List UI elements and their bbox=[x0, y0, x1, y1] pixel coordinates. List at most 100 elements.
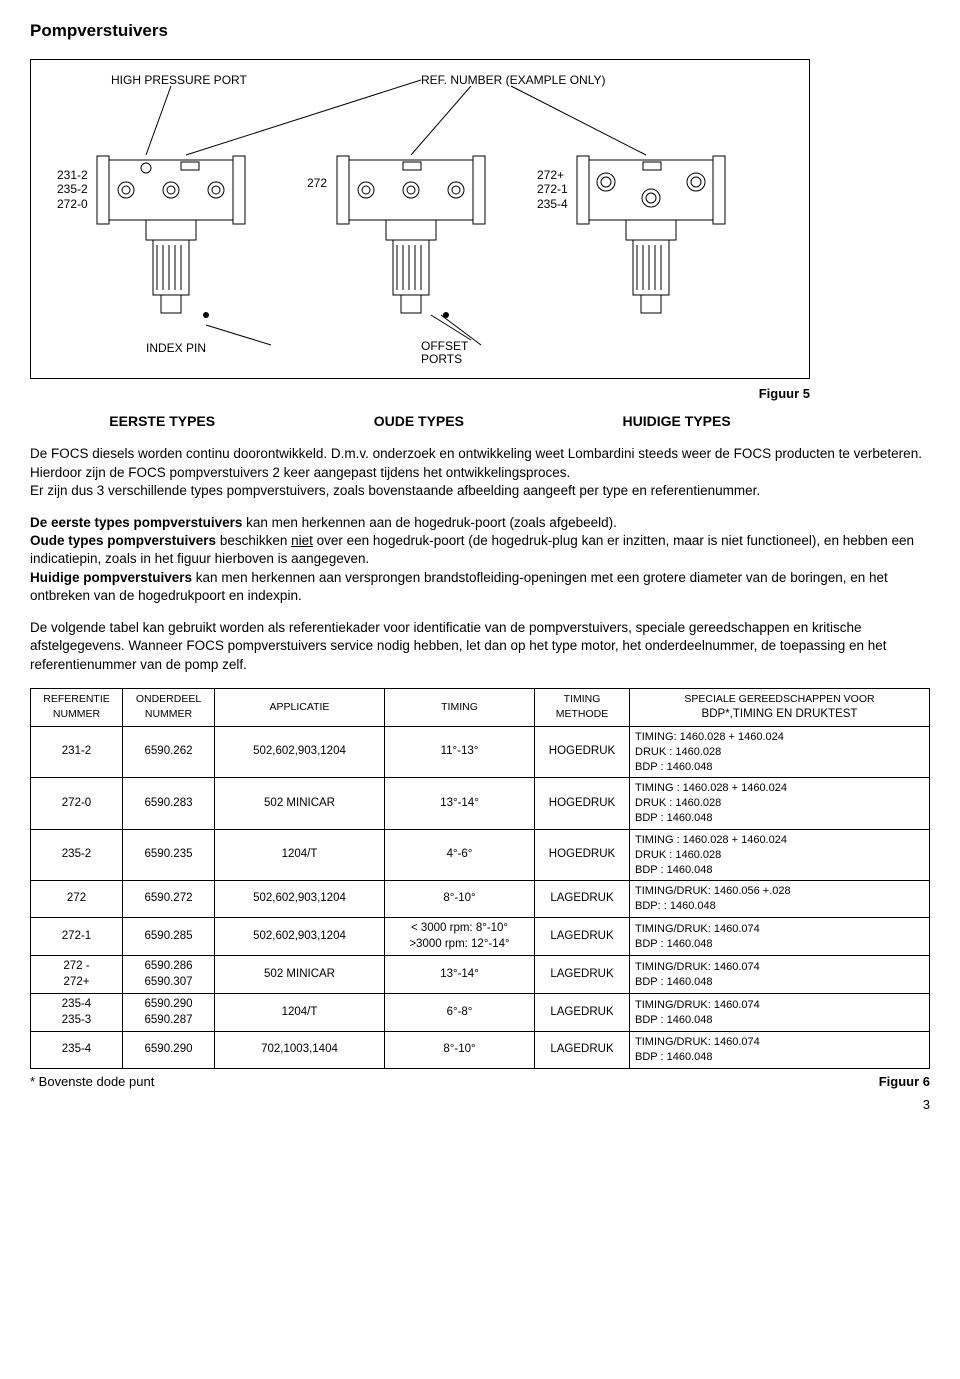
table-cell: HOGEDRUK bbox=[535, 829, 630, 881]
table-cell: 13°-14° bbox=[385, 956, 535, 994]
para2b-prefix: Oude types pompverstuivers bbox=[30, 533, 216, 548]
th-timing: TIMING bbox=[385, 688, 535, 726]
table-cell: 8°-10° bbox=[385, 1032, 535, 1069]
table-cell: 235-4 235-3 bbox=[31, 994, 123, 1032]
unit3-label-1: 272-1 bbox=[537, 182, 568, 196]
unit2-label-0: 272 bbox=[307, 176, 327, 190]
table-cell: 6590.262 bbox=[123, 726, 215, 778]
para-1: De FOCS diesels worden continu doorontwi… bbox=[30, 445, 930, 500]
diagram-figure: HIGH PRESSURE PORT REF. NUMBER (EXAMPLE … bbox=[30, 59, 810, 379]
page-number: 3 bbox=[30, 1096, 930, 1114]
para-3: De volgende tabel kan gebruikt worden al… bbox=[30, 619, 930, 674]
table-row: 272-16590.285502,602,903,1204< 3000 rpm:… bbox=[31, 918, 930, 956]
table-cell: 702,1003,1404 bbox=[215, 1032, 385, 1069]
para2c-prefix: Huidige pompverstuivers bbox=[30, 570, 192, 585]
para2b-niet: niet bbox=[291, 533, 313, 548]
table-row: 272 - 272+6590.286 6590.307502 MINICAR13… bbox=[31, 956, 930, 994]
table-row: 235-4 235-36590.290 6590.2871204/T6°-8°L… bbox=[31, 994, 930, 1032]
table-cell-tools: TIMING/DRUK: 1460.074BDP : 1460.048 bbox=[630, 956, 930, 994]
table-cell: 8°-10° bbox=[385, 881, 535, 918]
table-header-row: REFERENTIE NUMMER ONDERDEEL NUMMER APPLI… bbox=[31, 688, 930, 726]
table-cell: 235-2 bbox=[31, 829, 123, 881]
types-col2: OUDE TYPES bbox=[374, 412, 464, 431]
table-cell-tools: TIMING: 1460.028 + 1460.024DRUK : 1460.0… bbox=[630, 726, 930, 778]
table-cell: LAGEDRUK bbox=[535, 994, 630, 1032]
injector-unit-1 bbox=[91, 150, 251, 320]
th-app: APPLICATIE bbox=[215, 688, 385, 726]
table-cell: 502,602,903,1204 bbox=[215, 881, 385, 918]
table-cell: 6590.272 bbox=[123, 881, 215, 918]
table-cell: 6590.290 6590.287 bbox=[123, 994, 215, 1032]
types-col3: HUIDIGE TYPES bbox=[623, 412, 731, 431]
table-cell: 235-4 bbox=[31, 1032, 123, 1069]
table-cell: 502 MINICAR bbox=[215, 778, 385, 830]
table-cell: < 3000 rpm: 8°-10° >3000 rpm: 12°-14° bbox=[385, 918, 535, 956]
unit1-labels: 231-2 235-2 272-0 bbox=[57, 168, 88, 211]
table-cell-tools: TIMING/DRUK: 1460.074BDP : 1460.048 bbox=[630, 918, 930, 956]
para2-prefix: De eerste types pompverstuivers bbox=[30, 515, 242, 530]
table-cell: HOGEDRUK bbox=[535, 726, 630, 778]
unit3-labels: 272+ 272-1 235-4 bbox=[537, 168, 568, 211]
callout-offset-ports: OFFSET PORTS bbox=[421, 340, 481, 366]
table-footnotes: * Bovenste dode punt Figuur 6 bbox=[30, 1073, 930, 1091]
table-cell-tools: TIMING/DRUK: 1460.074BDP : 1460.048 bbox=[630, 1032, 930, 1069]
table-cell: 4°-6° bbox=[385, 829, 535, 881]
reference-table: REFERENTIE NUMMER ONDERDEEL NUMMER APPLI… bbox=[30, 688, 930, 1069]
unit1-label-1: 235-2 bbox=[57, 182, 88, 196]
table-cell: 6590.285 bbox=[123, 918, 215, 956]
table-cell: 1204/T bbox=[215, 829, 385, 881]
para1-b: Er zijn dus 3 verschillende types pompve… bbox=[30, 483, 760, 498]
th-tools-l1: SPECIALE GEREEDSCHAPPEN VOOR bbox=[684, 693, 874, 705]
th-tools-l2: BDP*,TIMING EN DRUKTEST bbox=[702, 708, 858, 720]
unit3-label-2: 235-4 bbox=[537, 197, 568, 211]
table-row: 235-26590.2351204/T4°-6°HOGEDRUKTIMING :… bbox=[31, 829, 930, 881]
table-cell: 502 MINICAR bbox=[215, 956, 385, 994]
table-cell: HOGEDRUK bbox=[535, 778, 630, 830]
table-cell: 6590.290 bbox=[123, 1032, 215, 1069]
table-row: 2726590.272502,602,903,12048°-10°LAGEDRU… bbox=[31, 881, 930, 918]
types-col1: EERSTE TYPES bbox=[109, 412, 215, 431]
table-row: 272-06590.283502 MINICAR13°-14°HOGEDRUKT… bbox=[31, 778, 930, 830]
table-cell-tools: TIMING : 1460.028 + 1460.024DRUK : 1460.… bbox=[630, 778, 930, 830]
para2-rest: kan men herkennen aan de hogedruk-poort … bbox=[242, 515, 617, 530]
th-ref: REFERENTIE NUMMER bbox=[31, 688, 123, 726]
table-row: 231-26590.262502,602,903,120411°-13°HOGE… bbox=[31, 726, 930, 778]
table-cell: 11°-13° bbox=[385, 726, 535, 778]
figure5-caption: Figuur 5 bbox=[30, 385, 810, 403]
para-2: De eerste types pompverstuivers kan men … bbox=[30, 514, 930, 605]
table-body: 231-26590.262502,602,903,120411°-13°HOGE… bbox=[31, 726, 930, 1068]
th-method: TIMING METHODE bbox=[535, 688, 630, 726]
types-header-row: EERSTE TYPES OUDE TYPES HUIDIGE TYPES bbox=[30, 412, 810, 431]
unit1-label-0: 231-2 bbox=[57, 168, 88, 182]
table-row: 235-46590.290702,1003,14048°-10°LAGEDRUK… bbox=[31, 1032, 930, 1069]
table-cell: 502,602,903,1204 bbox=[215, 726, 385, 778]
th-part: ONDERDEEL NUMMER bbox=[123, 688, 215, 726]
table-cell-tools: TIMING/DRUK: 1460.056 +.028BDP: : 1460.0… bbox=[630, 881, 930, 918]
table-cell: 272-0 bbox=[31, 778, 123, 830]
table-cell: LAGEDRUK bbox=[535, 881, 630, 918]
page-title: Pompverstuivers bbox=[30, 20, 930, 43]
injector-unit-3 bbox=[571, 150, 731, 320]
para2b-mid: beschikken bbox=[216, 533, 291, 548]
footnote-bdp: * Bovenste dode punt bbox=[30, 1073, 154, 1091]
injector-unit-2 bbox=[331, 150, 491, 320]
table-cell: 6590.286 6590.307 bbox=[123, 956, 215, 994]
table-cell: 272 - 272+ bbox=[31, 956, 123, 994]
table-cell: 272 bbox=[31, 881, 123, 918]
para1-a: De FOCS diesels worden continu doorontwi… bbox=[30, 446, 922, 479]
table-cell: 231-2 bbox=[31, 726, 123, 778]
table-cell: 6°-8° bbox=[385, 994, 535, 1032]
callout-index-pin: INDEX PIN bbox=[146, 340, 206, 356]
table-cell: LAGEDRUK bbox=[535, 956, 630, 994]
unit2-labels: 272 bbox=[307, 176, 327, 190]
table-cell: 502,602,903,1204 bbox=[215, 918, 385, 956]
table-cell-tools: TIMING/DRUK: 1460.074BDP : 1460.048 bbox=[630, 994, 930, 1032]
table-cell: 6590.235 bbox=[123, 829, 215, 881]
table-cell: 13°-14° bbox=[385, 778, 535, 830]
unit3-label-0: 272+ bbox=[537, 168, 568, 182]
table-cell-tools: TIMING : 1460.028 + 1460.024DRUK : 1460.… bbox=[630, 829, 930, 881]
th-tools: SPECIALE GEREEDSCHAPPEN VOOR BDP*,TIMING… bbox=[630, 688, 930, 726]
table-cell: 6590.283 bbox=[123, 778, 215, 830]
table-cell: LAGEDRUK bbox=[535, 1032, 630, 1069]
table-cell: 272-1 bbox=[31, 918, 123, 956]
